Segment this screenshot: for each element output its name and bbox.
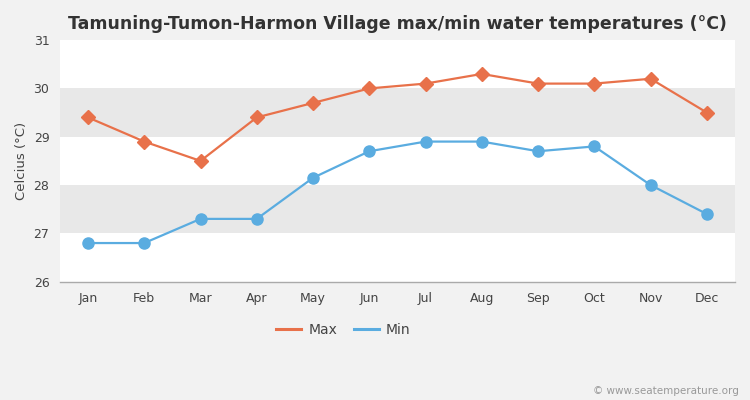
- Min: [364, 149, 374, 154]
- Max: [702, 110, 711, 115]
- Legend: Max, Min: Max, Min: [271, 317, 416, 342]
- Max: [477, 72, 486, 76]
- Min: [308, 176, 317, 180]
- Min: [646, 183, 655, 188]
- Text: © www.seatemperature.org: © www.seatemperature.org: [592, 386, 739, 396]
- Max: [83, 115, 92, 120]
- Bar: [60, 233, 735, 282]
- Bar: [60, 185, 735, 233]
- Max: [308, 100, 317, 105]
- Line: Min: Min: [82, 136, 712, 249]
- Max: [533, 81, 542, 86]
- Max: [421, 81, 430, 86]
- Max: [196, 158, 205, 163]
- Min: [477, 139, 486, 144]
- Bar: [60, 88, 735, 137]
- Min: [590, 144, 598, 149]
- Max: [646, 76, 655, 81]
- Title: Tamuning-Tumon-Harmon Village max/min water temperatures (°C): Tamuning-Tumon-Harmon Village max/min wa…: [68, 15, 727, 33]
- Bar: [60, 40, 735, 88]
- Max: [140, 139, 148, 144]
- Bar: [60, 137, 735, 185]
- Max: [364, 86, 374, 91]
- Max: [252, 115, 261, 120]
- Min: [252, 216, 261, 221]
- Min: [196, 216, 205, 221]
- Min: [702, 212, 711, 216]
- Min: [533, 149, 542, 154]
- Min: [421, 139, 430, 144]
- Line: Max: Max: [83, 69, 712, 166]
- Y-axis label: Celcius (°C): Celcius (°C): [15, 122, 28, 200]
- Min: [140, 241, 148, 246]
- Max: [590, 81, 598, 86]
- Min: [83, 241, 92, 246]
